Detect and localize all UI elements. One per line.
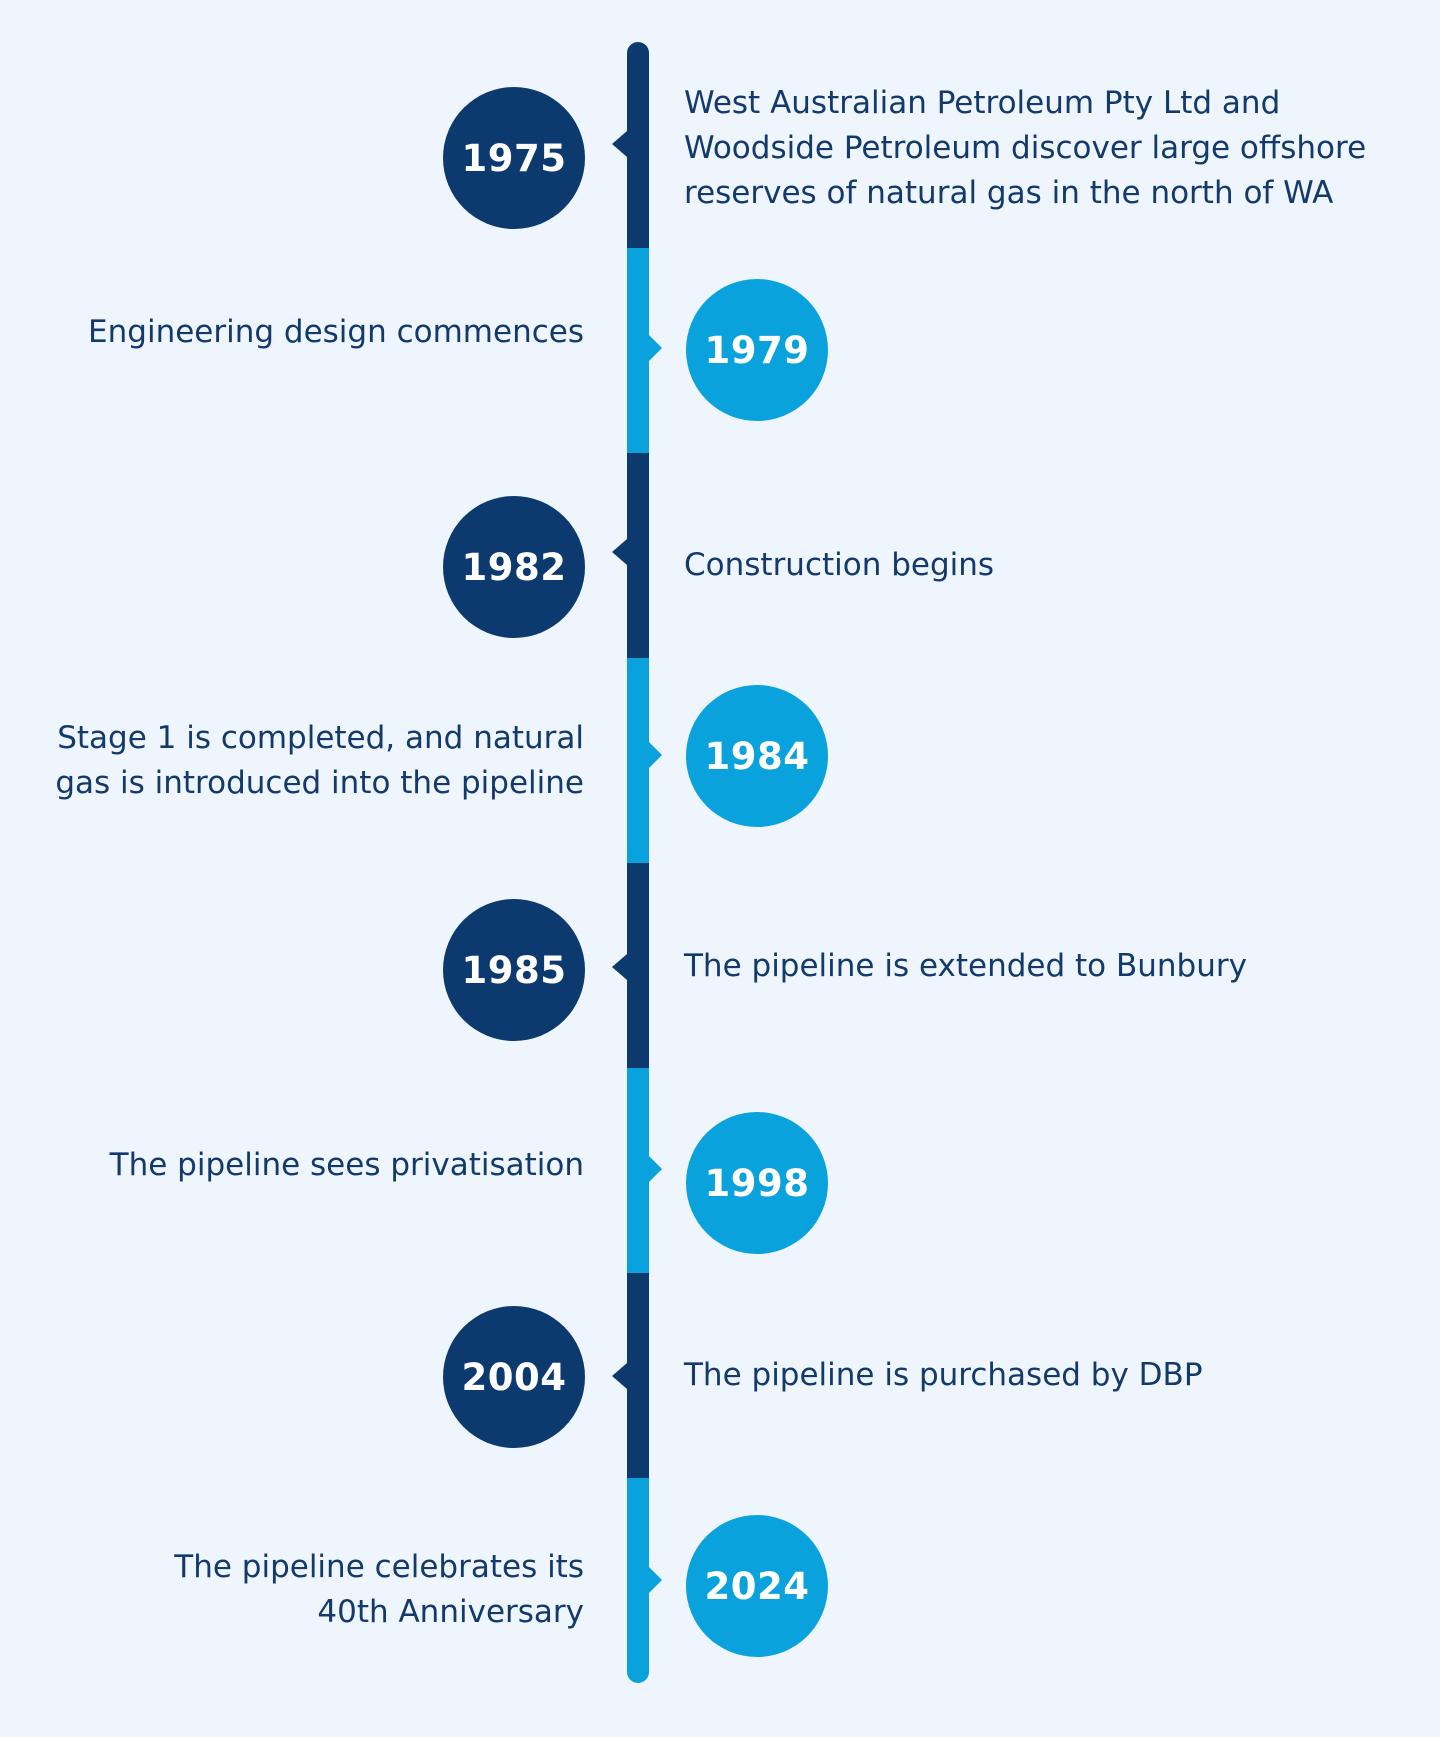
timeline-pointer: [649, 742, 662, 768]
event-line: Woodside Petroleum discover large offsho…: [684, 130, 1367, 166]
year-label: 1982: [461, 545, 567, 589]
event-line: Engineering design commences: [88, 314, 584, 350]
year-badge-1984: 1984: [686, 685, 828, 827]
event-line: gas is introduced into the pipeline: [55, 765, 584, 801]
timeline-pointer: [612, 539, 627, 565]
timeline-pointer: [612, 131, 627, 157]
year-label: 1984: [704, 734, 810, 778]
timeline-pointer: [649, 1567, 662, 1593]
event-line: Stage 1 is completed, and natural: [57, 720, 584, 756]
year-badge-2004: 2004: [443, 1306, 585, 1448]
event-text-2004: The pipeline is purchased by DBP: [684, 1353, 1404, 1398]
event-text-1975: West Australian Petroleum Pty Ltd and Wo…: [684, 81, 1404, 216]
year-badge-2024: 2024: [686, 1515, 828, 1657]
event-line: The pipeline is extended to Bunbury: [684, 948, 1247, 984]
event-line: The pipeline is purchased by DBP: [684, 1357, 1203, 1393]
event-text-1984: Stage 1 is completed, and natural gas is…: [30, 716, 584, 806]
event-text-2024: The pipeline celebrates its 40th Anniver…: [30, 1545, 584, 1635]
year-label: 1985: [461, 948, 567, 992]
timeline-pointer: [649, 335, 662, 361]
event-text-1998: The pipeline sees privatisation: [30, 1143, 584, 1188]
event-line: 40th Anniversary: [317, 1594, 584, 1630]
year-label: 1998: [704, 1161, 810, 1205]
year-badge-1982: 1982: [443, 496, 585, 638]
year-badge-1998: 1998: [686, 1112, 828, 1254]
event-line: West Australian Petroleum Pty Ltd and: [684, 85, 1281, 121]
timeline-spine-segment: [627, 1273, 649, 1478]
event-line: The pipeline sees privatisation: [109, 1147, 584, 1183]
year-badge-1979: 1979: [686, 279, 828, 421]
timeline-pointer: [612, 954, 627, 980]
event-text-1982: Construction begins: [684, 543, 1404, 588]
timeline-pointer: [612, 1363, 627, 1389]
year-badge-1975: 1975: [443, 87, 585, 229]
event-line: Construction begins: [684, 547, 995, 583]
timeline-spine-segment: [627, 42, 649, 248]
timeline-spine-segment: [627, 1478, 649, 1683]
year-badge-1985: 1985: [443, 899, 585, 1041]
year-label: 1975: [461, 136, 567, 180]
timeline-spine-segment: [627, 1068, 649, 1273]
timeline-pointer: [649, 1156, 662, 1182]
timeline-spine-segment: [627, 658, 649, 863]
year-label: 1979: [704, 328, 810, 372]
timeline-spine-segment: [627, 453, 649, 658]
timeline-spine-segment: [627, 248, 649, 453]
event-text-1985: The pipeline is extended to Bunbury: [684, 944, 1404, 989]
year-label: 2004: [461, 1355, 567, 1399]
timeline-spine-segment: [627, 863, 649, 1068]
year-label: 2024: [704, 1564, 810, 1608]
event-line: The pipeline celebrates its: [174, 1549, 584, 1585]
event-text-1979: Engineering design commences: [30, 310, 584, 355]
event-line: reserves of natural gas in the north of …: [684, 175, 1334, 211]
